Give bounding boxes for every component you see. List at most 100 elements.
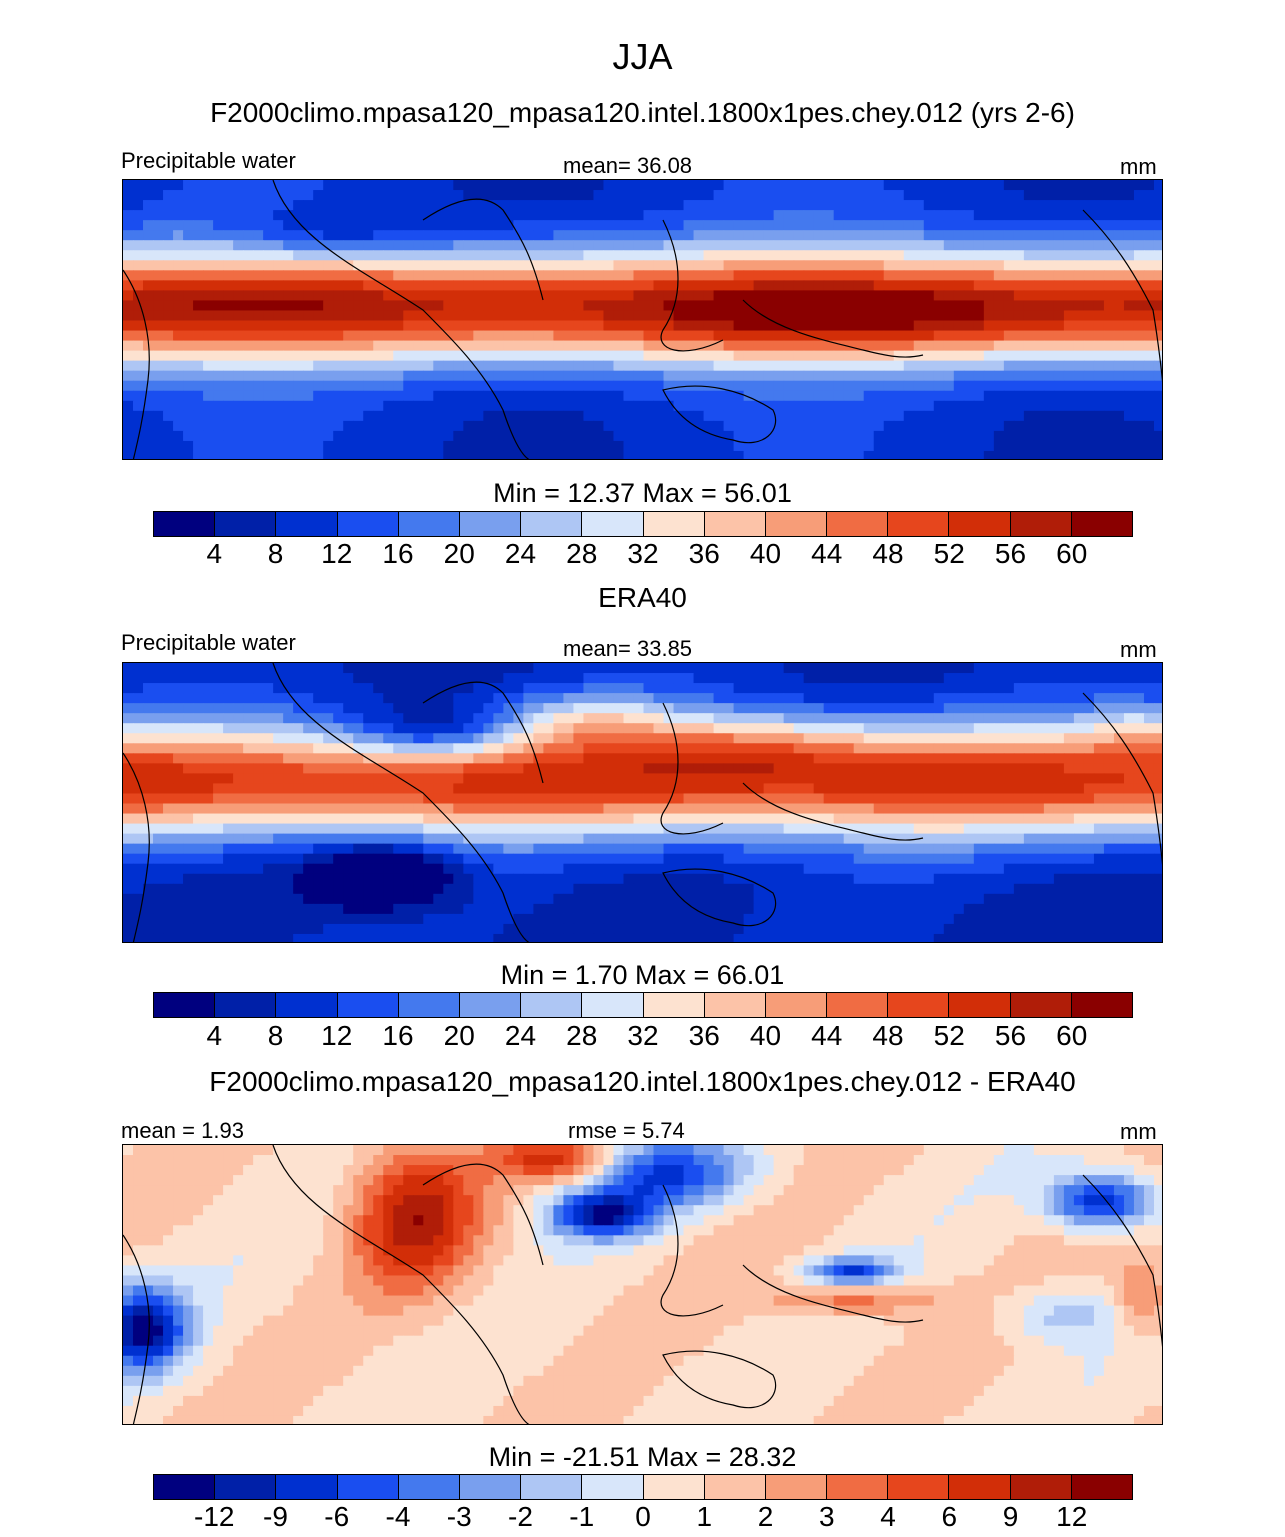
- colorbar-swatch: [582, 512, 644, 536]
- colorbar-swatch: [1071, 512, 1132, 536]
- colorbar-swatch: [704, 993, 766, 1017]
- colorbar-swatch: [459, 993, 522, 1017]
- colorbar-tick-label: 60: [1056, 538, 1088, 569]
- colorbar-tick-label: -6: [324, 1501, 350, 1532]
- colorbar-tick-label: 0: [635, 1501, 651, 1532]
- colorbar-swatch: [888, 1475, 950, 1499]
- colorbar-tick-label: 44: [811, 538, 843, 569]
- colorbar-tick-label: -12: [194, 1501, 235, 1532]
- colorbar-tick-label: 1: [696, 1501, 713, 1532]
- colorbar-swatch: [337, 993, 399, 1017]
- colorbar-swatch: [459, 1475, 522, 1499]
- colorbar-swatch: [154, 993, 216, 1017]
- panel-2-map: [122, 662, 1163, 943]
- panel-3-map: [122, 1144, 1163, 1425]
- panel-1-map: [122, 179, 1163, 460]
- colorbar-tick-label: 48: [872, 538, 904, 569]
- colorbar-tick-label: 20: [443, 1020, 475, 1051]
- colorbar-tick-label: 4: [880, 1501, 896, 1532]
- colorbar-swatch: [582, 1475, 644, 1499]
- panel-3-colorbar: [153, 1474, 1133, 1500]
- colorbar-tick-label: 12: [321, 538, 353, 569]
- colorbar-swatch: [643, 993, 705, 1017]
- colorbar-swatch: [398, 512, 460, 536]
- panel-3-units-label: mm: [1120, 1119, 1157, 1144]
- panel-1-minmax: Min = 12.37 Max = 56.01: [493, 478, 792, 508]
- colorbar-tick-label: 24: [504, 538, 537, 569]
- colorbar-tick-label: 52: [933, 538, 965, 569]
- colorbar-swatch: [215, 512, 277, 536]
- colorbar-swatch: [765, 512, 828, 536]
- colorbar-swatch: [521, 993, 583, 1017]
- panel-2-colorbar-ticks: 4 8 12 16 20 24 28 32 36 40 44 48 52 56 60: [153, 1020, 1133, 1054]
- panel-2-heading: ERA40: [598, 582, 687, 613]
- colorbar-tick-label: 60: [1056, 1020, 1088, 1051]
- colorbar-swatch: [1010, 993, 1072, 1017]
- colorbar-tick-label: 36: [688, 1020, 720, 1051]
- colorbar-swatch: [1010, 512, 1072, 536]
- figure-title: JJA: [612, 36, 673, 77]
- panel-3-colorbar-ticks: -12 -9 -6 -4 -3 -2 -1 0 1 2 3 4 6 9 12: [153, 1501, 1133, 1535]
- colorbar-swatch: [1010, 1475, 1072, 1499]
- colorbar-swatch: [1071, 993, 1132, 1017]
- colorbar-swatch: [398, 1475, 460, 1499]
- colorbar-tick-label: 8: [267, 1020, 284, 1051]
- colorbar-swatch: [765, 1475, 828, 1499]
- colorbar-swatch: [276, 512, 338, 536]
- colorbar-swatch: [643, 512, 705, 536]
- colorbar-tick-label: 32: [627, 538, 659, 569]
- colorbar-tick-label: 32: [627, 1020, 659, 1051]
- panel-1-variable-label: Precipitable water: [121, 148, 296, 173]
- colorbar-swatch: [154, 1475, 216, 1499]
- panel-1-units-label: mm: [1120, 154, 1157, 179]
- panel-2-colorbar: [153, 992, 1133, 1018]
- colorbar-tick-label: 40: [749, 538, 782, 569]
- colorbar-tick-label: 24: [504, 1020, 537, 1051]
- colorbar-tick-label: 16: [382, 538, 414, 569]
- colorbar-swatch: [949, 1475, 1011, 1499]
- colorbar-swatch: [827, 1475, 889, 1499]
- colorbar-tick-label: -9: [263, 1501, 288, 1532]
- colorbar-tick-label: -1: [569, 1501, 595, 1532]
- colorbar-swatch: [949, 512, 1011, 536]
- colorbar-tick-label: 12: [321, 1020, 353, 1051]
- panel-1-colorbar: [153, 511, 1133, 537]
- panel-2-units-label: mm: [1120, 637, 1157, 662]
- colorbar-tick-label: 48: [872, 1020, 904, 1051]
- panel-3-rmse-label: rmse = 5.74: [568, 1118, 685, 1143]
- colorbar-swatch: [827, 993, 889, 1017]
- colorbar-swatch: [215, 1475, 277, 1499]
- colorbar-swatch: [582, 993, 644, 1017]
- panel-3-heading: F2000climo.mpasa120_mpasa120.intel.1800x…: [209, 1066, 1076, 1097]
- panel-3-mean-label: mean = 1.93: [121, 1118, 244, 1143]
- panel-2-mean-label: mean= 33.85: [563, 636, 693, 661]
- colorbar-tick-label: 20: [443, 538, 475, 569]
- colorbar-tick-label: 9: [1002, 1501, 1019, 1532]
- colorbar-swatch: [704, 512, 766, 536]
- colorbar-tick-label: 44: [811, 1020, 843, 1051]
- colorbar-tick-label: 56: [994, 1020, 1027, 1051]
- colorbar-tick-label: 6: [941, 1501, 958, 1532]
- colorbar-tick-label: 28: [566, 1020, 598, 1051]
- colorbar-tick-label: 56: [994, 538, 1027, 569]
- panel-1-heading: F2000climo.mpasa120_mpasa120.intel.1800x…: [210, 97, 1075, 128]
- colorbar-tick-label: 36: [688, 538, 720, 569]
- panel-3-minmax: Min = -21.51 Max = 28.32: [488, 1442, 797, 1472]
- colorbar-tick-label: 2: [757, 1501, 774, 1532]
- colorbar-swatch: [888, 512, 950, 536]
- colorbar-tick-label: 4: [206, 538, 223, 569]
- colorbar-tick-label: 16: [382, 1020, 414, 1051]
- colorbar-swatch: [704, 1475, 766, 1499]
- colorbar-tick-label: 8: [267, 538, 284, 569]
- colorbar-swatch: [276, 1475, 338, 1499]
- colorbar-swatch: [154, 512, 216, 536]
- colorbar-tick-label: 4: [206, 1020, 223, 1051]
- colorbar-tick-label: 28: [566, 538, 598, 569]
- colorbar-swatch: [765, 993, 828, 1017]
- panel-1-mean-label: mean= 36.08: [563, 153, 693, 178]
- colorbar-swatch: [521, 512, 583, 536]
- colorbar-tick-label: -2: [508, 1501, 533, 1532]
- colorbar-tick-label: 3: [818, 1501, 835, 1532]
- colorbar-swatch: [1071, 1475, 1132, 1499]
- colorbar-swatch: [827, 512, 889, 536]
